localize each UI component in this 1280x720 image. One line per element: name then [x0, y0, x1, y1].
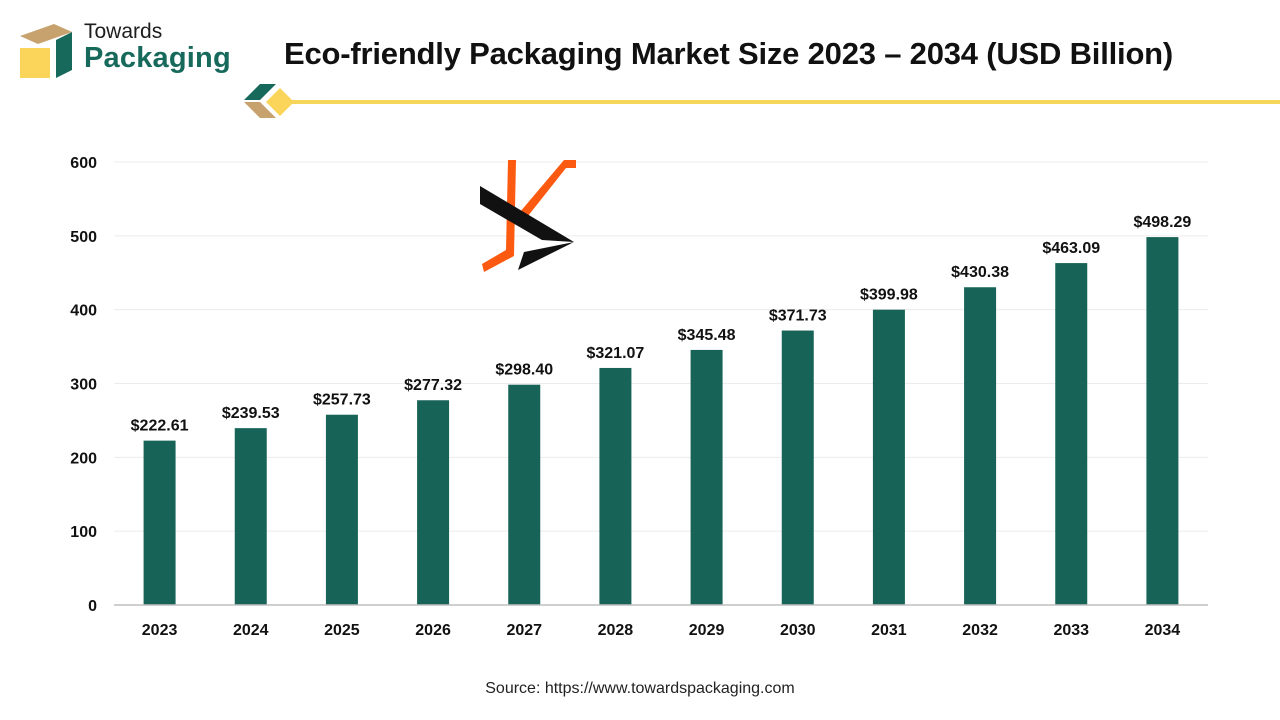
y-tick-label: 200	[70, 450, 97, 467]
chart-title: Eco-friendly Packaging Market Size 2023 …	[284, 36, 1174, 71]
box-logo-icon	[20, 24, 72, 78]
bar-chart: 0 100 200 300 400 500 600 $222.61 $239.53 $257.7…	[70, 155, 1208, 639]
y-axis-ticks: 0 100 200 300 400 500 600	[70, 155, 97, 615]
brand-name-line2: Packaging	[84, 42, 231, 74]
bar-2027	[508, 384, 541, 605]
grid-lines	[114, 161, 1208, 532]
data-label-2034: $498.29	[1133, 214, 1191, 231]
x-tick-label-2034: 2034	[1145, 622, 1181, 639]
x-axis-ticks: 2023 2024 2025 2026 2027 2028 2029 2030 2031 2032…	[142, 622, 1181, 639]
brand-name-line1: Towards	[84, 20, 163, 43]
y-tick-label: 100	[70, 524, 97, 541]
data-label-2027: $298.40	[495, 362, 553, 379]
source-note: Source: https://www.towardspackaging.com	[485, 680, 795, 697]
bar-2028	[599, 367, 632, 605]
bar-2026	[417, 400, 450, 605]
divider-green-shape	[244, 84, 276, 100]
divider-tan-shape	[244, 102, 276, 118]
data-label-2031: $399.98	[860, 287, 918, 304]
bars	[143, 237, 1179, 605]
x-tick-label-2026: 2026	[415, 622, 451, 639]
y-tick-label: 300	[70, 377, 97, 394]
decorative-divider	[244, 84, 1280, 118]
divider-line	[290, 100, 1280, 104]
data-label-2030: $371.73	[769, 308, 827, 325]
bar-2029	[690, 349, 723, 605]
data-label-2033: $463.09	[1042, 240, 1100, 257]
bar-2025	[325, 414, 358, 605]
y-tick-label: 500	[70, 229, 97, 246]
x-tick-label-2030: 2030	[780, 622, 816, 639]
data-label-2028: $321.07	[586, 345, 644, 362]
x-tick-label-2033: 2033	[1053, 622, 1089, 639]
x-tick-label-2032: 2032	[962, 622, 998, 639]
data-label-2023: $222.61	[131, 418, 189, 435]
bar-2030	[781, 330, 814, 605]
x-tick-label-2023: 2023	[142, 622, 178, 639]
data-label-2032: $430.38	[951, 264, 1009, 281]
bar-2031	[872, 309, 905, 605]
bar-2033	[1055, 263, 1088, 605]
x-tick-label-2028: 2028	[598, 622, 634, 639]
x-tick-label-2029: 2029	[689, 622, 725, 639]
y-tick-label: 400	[70, 303, 97, 320]
x-tick-label-2025: 2025	[324, 622, 360, 639]
data-label-2024: $239.53	[222, 405, 280, 422]
bar-2034	[1146, 237, 1179, 605]
data-label-2029: $345.48	[678, 327, 736, 344]
x-tick-label-2031: 2031	[871, 622, 907, 639]
data-label-2026: $277.32	[404, 377, 462, 394]
bar-2024	[234, 428, 267, 605]
x-tick-label-2024: 2024	[233, 622, 269, 639]
bar-2032	[964, 287, 997, 605]
brand-logo	[14, 18, 234, 84]
data-labels: $222.61 $239.53 $257.73 $277.32 $298.40 $321.…	[131, 214, 1192, 435]
watermark-arrow-icon	[480, 160, 576, 272]
divider-yellow-diamond	[266, 88, 294, 116]
x-tick-label-2027: 2027	[506, 622, 542, 639]
y-tick-label: 600	[70, 155, 97, 172]
bar-2023	[143, 440, 176, 605]
data-label-2025: $257.73	[313, 392, 371, 409]
y-tick-label: 0	[88, 598, 97, 615]
